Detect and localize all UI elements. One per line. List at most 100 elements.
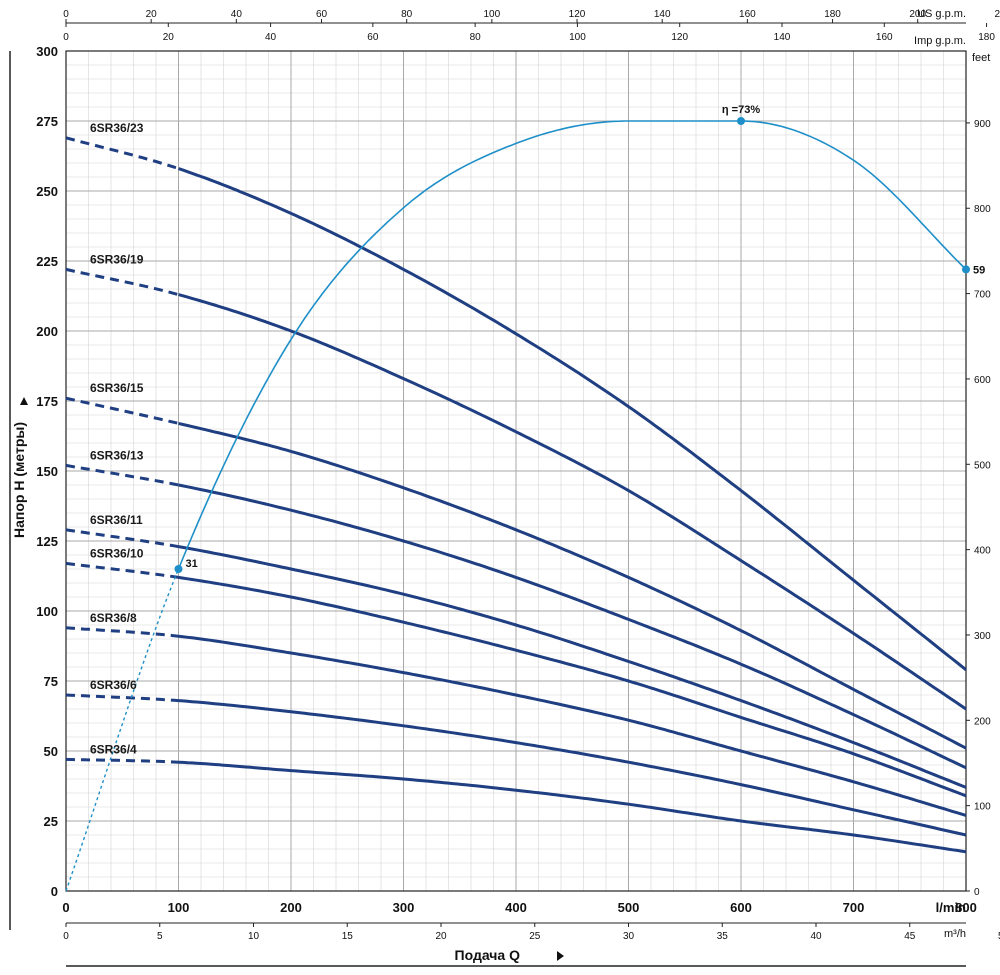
head-curve (178, 545, 967, 789)
us-gpm-tick-label: 120 (569, 9, 586, 20)
y-tick-label: 125 (36, 534, 58, 549)
head-curve (178, 167, 967, 671)
y-tick-label: 25 (44, 814, 58, 829)
y-axis-label: Напор H (метры) (11, 422, 27, 538)
imp-gpm-tick-label: 140 (774, 32, 791, 43)
y-tick-label: 175 (36, 394, 58, 409)
m3h-tick-label: 35 (717, 931, 729, 942)
efficiency-curve (177, 120, 967, 570)
m3h-tick-label: 30 (623, 931, 635, 942)
m3h-tick-label: 15 (342, 931, 354, 942)
head-curve-dashed (65, 693, 179, 703)
feet-tick-label: 300 (974, 631, 991, 642)
curve-label: 6SR36/23 (90, 121, 144, 135)
x-tick-label: 200 (280, 900, 302, 915)
us-gpm-tick-label: 180 (824, 9, 841, 20)
head-curve (178, 699, 967, 837)
curve-label: 6SR36/13 (90, 448, 144, 462)
feet-tick-label: 400 (974, 546, 991, 557)
head-curve (178, 634, 967, 817)
us-gpm-tick-label: 80 (401, 9, 413, 20)
y-tick-label: 150 (36, 464, 58, 479)
imp-gpm-tick-label: 160 (876, 32, 893, 43)
us-gpm-tick-label: 60 (316, 9, 328, 20)
head-curve (178, 575, 967, 798)
imp-gpm-tick-label: 20 (163, 32, 175, 43)
us-gpm-tick-label: 200 (909, 9, 926, 20)
plot-frame (65, 50, 967, 892)
m3h-tick-label: 40 (810, 931, 822, 942)
curve-label: 6SR36/15 (90, 381, 144, 395)
x-axis-arrow-icon (557, 951, 564, 961)
head-curve-dashed (65, 463, 179, 487)
efficiency-curve-dashed (65, 568, 180, 892)
y-tick-label: 300 (36, 44, 58, 59)
x-tick-label: 100 (168, 900, 190, 915)
curve-label: 6SR36/10 (90, 546, 144, 560)
x-tick-label: 700 (843, 900, 865, 915)
imp-gpm-tick-label: 60 (367, 32, 379, 43)
y-tick-label: 200 (36, 324, 58, 339)
y-tick-label: 75 (44, 674, 58, 689)
m3h-tick-label: 0 (63, 931, 69, 942)
head-curve (178, 483, 967, 770)
imp-gpm-unit: Imp g.p.m. (914, 35, 966, 47)
feet-tick-label: 100 (974, 802, 991, 813)
x-tick-label: 500 (618, 900, 640, 915)
head-curve-dashed (65, 757, 179, 764)
m3h-tick-label: 20 (435, 931, 447, 942)
x-tick-label: 400 (505, 900, 527, 915)
efficiency-label: η =73% (722, 104, 760, 116)
head-curve (178, 293, 967, 711)
y-tick-label: 250 (36, 184, 58, 199)
feet-unit: feet (972, 52, 990, 64)
x-tick-label: 600 (730, 900, 752, 915)
feet-tick-label: 600 (974, 375, 991, 386)
us-gpm-tick-label: 220 (995, 9, 1000, 20)
feet-tick-label: 700 (974, 290, 991, 301)
curve-label: 6SR36/4 (90, 742, 137, 756)
head-curve-dashed (65, 136, 179, 171)
y-tick-label: 0 (51, 884, 58, 899)
feet-tick-label: 0 (974, 887, 980, 898)
imp-gpm-tick-label: 80 (470, 32, 482, 43)
head-curve-dashed (65, 528, 179, 549)
lmin-unit: l/min (936, 900, 966, 915)
efficiency-point (962, 265, 970, 274)
imp-gpm-tick-label: 180 (978, 32, 995, 43)
m3h-tick-label: 10 (248, 931, 260, 942)
m3h-tick-label: 50 (998, 931, 1000, 942)
curve-label: 6SR36/6 (90, 678, 137, 692)
feet-tick-label: 200 (974, 716, 991, 727)
head-curve-dashed (65, 396, 179, 425)
head-curve-dashed (65, 267, 179, 297)
efficiency-point (174, 565, 183, 573)
y-tick-label: 50 (44, 744, 58, 759)
curve-label: 6SR36/8 (90, 611, 137, 625)
feet-tick-label: 900 (974, 119, 991, 130)
head-curve-dashed (65, 626, 179, 638)
us-gpm-tick-label: 160 (739, 9, 756, 20)
imp-gpm-tick-label: 40 (265, 32, 277, 43)
m3h-tick-label: 45 (904, 931, 916, 942)
m3h-unit: m³/h (944, 928, 966, 940)
x-tick-label: 800 (955, 900, 977, 915)
x-tick-label: 300 (393, 900, 415, 915)
efficiency-label: 31 (186, 558, 198, 570)
m3h-tick-label: 5 (157, 931, 163, 942)
efficiency-label: 59 (973, 264, 985, 276)
us-gpm-unit: US g.p.m. (917, 8, 966, 20)
curve-label: 6SR36/11 (90, 513, 143, 527)
head-curve-dashed (65, 561, 179, 579)
us-gpm-tick-label: 140 (654, 9, 671, 20)
y-axis-arrow-icon (20, 397, 28, 405)
us-gpm-tick-label: 20 (146, 9, 158, 20)
y-tick-label: 100 (36, 604, 58, 619)
us-gpm-tick-label: 0 (63, 9, 69, 20)
feet-tick-label: 500 (974, 460, 991, 471)
imp-gpm-tick-label: 100 (569, 32, 586, 43)
imp-gpm-tick-label: 0 (63, 32, 69, 43)
feet-tick-label: 800 (974, 204, 991, 215)
imp-gpm-tick-label: 120 (671, 32, 688, 43)
